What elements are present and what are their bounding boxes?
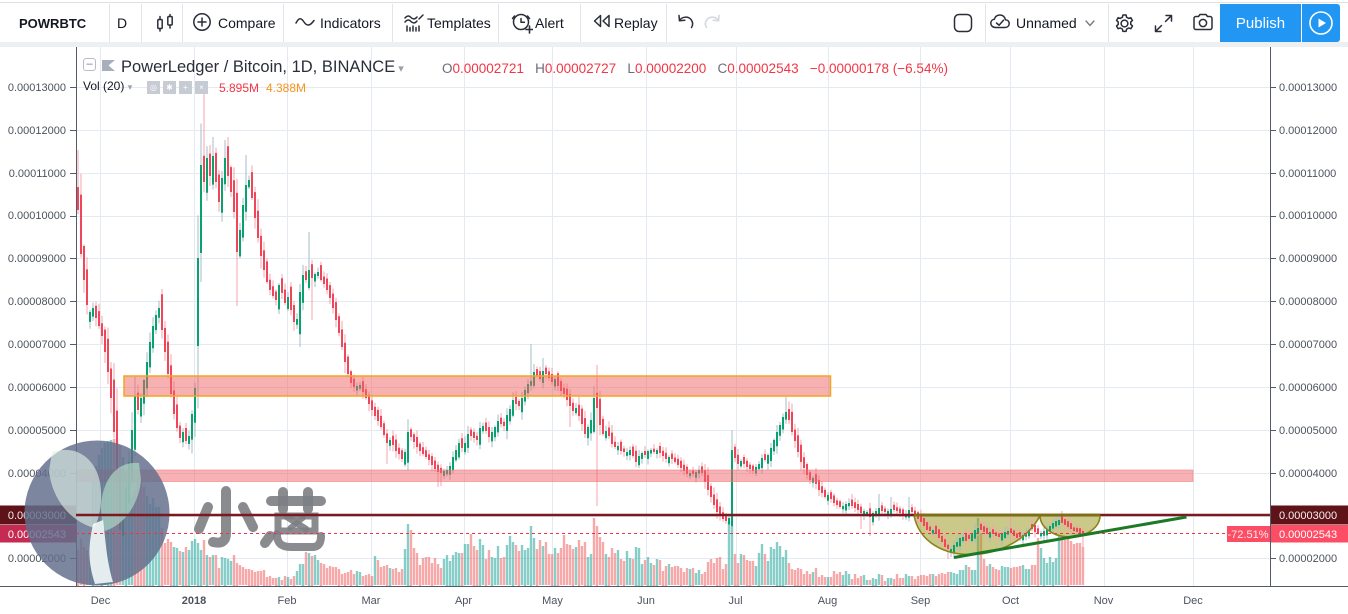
svg-text:0.00004000: 0.00004000 <box>1279 468 1337 480</box>
svg-text:Dec: Dec <box>91 595 111 607</box>
svg-text:Jun: Jun <box>637 595 655 607</box>
svg-text:Feb: Feb <box>278 595 297 607</box>
svg-text:Oct: Oct <box>1002 595 1019 607</box>
svg-text:Aug: Aug <box>818 595 838 607</box>
svg-text:0.00013000: 0.00013000 <box>1279 82 1337 94</box>
svg-text:0.00011000: 0.00011000 <box>9 168 66 180</box>
svg-text:0.00008000: 0.00008000 <box>8 296 66 308</box>
svg-text:Nov: Nov <box>1094 595 1114 607</box>
svg-text:0.00013000: 0.00013000 <box>8 82 66 94</box>
svg-text:Sep: Sep <box>911 595 931 607</box>
svg-text:0.00009000: 0.00009000 <box>1279 253 1337 265</box>
svg-text:0.00006000: 0.00006000 <box>1279 382 1337 394</box>
svg-text:May: May <box>542 595 563 607</box>
svg-text:Mar: Mar <box>362 595 381 607</box>
svg-text:0.00010000: 0.00010000 <box>1279 210 1337 222</box>
svg-text:Jul: Jul <box>728 595 742 607</box>
svg-text:0.00008000: 0.00008000 <box>1279 296 1337 308</box>
svg-text:0.00006000: 0.00006000 <box>8 382 66 394</box>
svg-text:-72.51%: -72.51% <box>1228 529 1269 541</box>
svg-text:0.00003000: 0.00003000 <box>1279 510 1337 522</box>
svg-text:2018: 2018 <box>182 595 206 607</box>
svg-text:0.00009000: 0.00009000 <box>8 253 66 265</box>
svg-text:0.00007000: 0.00007000 <box>1279 339 1337 351</box>
svg-text:0.00002543: 0.00002543 <box>1279 529 1337 541</box>
svg-text:Dec: Dec <box>1183 595 1203 607</box>
svg-text:0.00012000: 0.00012000 <box>1279 125 1337 137</box>
svg-text:0.00005000: 0.00005000 <box>1279 425 1337 437</box>
svg-text:0.00002000: 0.00002000 <box>1279 553 1337 565</box>
svg-text:0.00012000: 0.00012000 <box>8 125 66 137</box>
svg-text:0.00010000: 0.00010000 <box>8 210 66 222</box>
svg-text:Apr: Apr <box>455 595 472 607</box>
svg-text:0.00007000: 0.00007000 <box>8 339 66 351</box>
svg-text:0.00005000: 0.00005000 <box>8 425 66 437</box>
svg-text:0.00011000: 0.00011000 <box>1279 168 1336 180</box>
